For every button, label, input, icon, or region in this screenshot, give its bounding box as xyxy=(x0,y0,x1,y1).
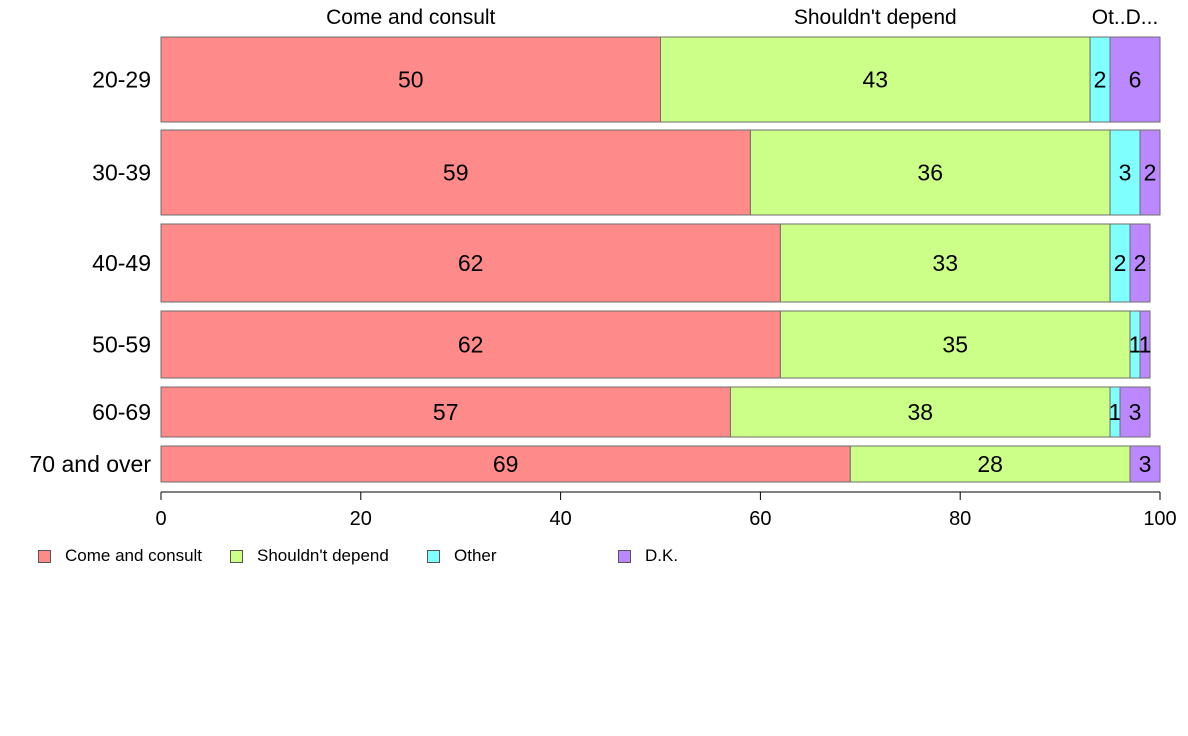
bar-row-70-and-over: 69 28 3 xyxy=(160,445,1161,483)
bar-segment-shouldn-t-depend xyxy=(660,36,1091,123)
bar-segment-come-and-consult xyxy=(160,445,851,483)
data-label: 2 xyxy=(1094,67,1107,93)
data-label: 35 xyxy=(942,332,968,358)
bar-row-20-29: 50 43 2 6 xyxy=(160,36,1161,123)
x-tick-label: 60 xyxy=(749,508,771,530)
bar-row-50-59: 62 35 11 xyxy=(160,310,1152,379)
data-label: 69 xyxy=(493,451,519,477)
bar-row-60-69: 57 38 1 3 xyxy=(160,386,1151,438)
bar-segment-shouldn-t-depend xyxy=(779,223,1111,303)
data-label: 62 xyxy=(458,250,484,276)
x-tick-label: 100 xyxy=(1143,508,1176,530)
legend-label: D.K. xyxy=(645,546,679,565)
category-label: 20-29 xyxy=(92,67,151,93)
bar-segment-d-k xyxy=(1119,386,1151,438)
stacked-bar-chart: Come and consult Shouldn't depend Ot..D...… xyxy=(30,6,1177,530)
x-axis: 0 20 40 60 80 100 xyxy=(155,491,1177,530)
legend-swatch xyxy=(618,549,631,563)
data-label: 43 xyxy=(862,67,888,93)
column-header-ot-d: Ot..D... xyxy=(1092,6,1159,29)
legend-label: Other xyxy=(454,546,497,565)
bar-segment-come-and-consult xyxy=(160,310,781,379)
bar-segment-come-and-consult xyxy=(160,129,751,216)
legend-item-other: Other xyxy=(427,546,497,566)
x-tick-label: 80 xyxy=(949,508,971,530)
data-label: 1 xyxy=(1139,332,1152,358)
category-label: 50-59 xyxy=(92,332,151,358)
column-header-shouldn-t-depend: Shouldn't depend xyxy=(794,6,957,29)
column-header-come-and-consult: Come and consult xyxy=(326,6,495,29)
bar-segment-d-k xyxy=(1139,129,1161,216)
data-label: 33 xyxy=(932,250,958,276)
column-header-labels: Come and consult Shouldn't depend Ot..D... xyxy=(326,6,1158,29)
category-axis-labels: 20-29 30-39 40-49 50-59 60-69 70 and over xyxy=(30,67,152,478)
data-label: 1 xyxy=(1109,399,1122,425)
legend-swatch xyxy=(38,549,51,563)
data-label: 3 xyxy=(1139,451,1152,477)
data-label: 1 xyxy=(1129,332,1142,358)
bar-segment-other xyxy=(1109,129,1141,216)
data-label: 3 xyxy=(1129,399,1142,425)
bar-segment-come-and-consult xyxy=(160,36,661,123)
x-tick-label: 40 xyxy=(549,508,571,530)
x-tick-label: 20 xyxy=(350,508,372,530)
data-label: 36 xyxy=(917,160,943,186)
category-label: 60-69 xyxy=(92,399,151,425)
bar-segment-shouldn-t-depend xyxy=(779,310,1131,379)
bar-segment-come-and-consult xyxy=(160,223,781,303)
category-label: 30-39 xyxy=(92,160,151,186)
data-label: 2 xyxy=(1144,160,1157,186)
data-label: 3 xyxy=(1119,160,1132,186)
data-label: 6 xyxy=(1129,67,1142,93)
data-label: 50 xyxy=(398,67,424,93)
category-label: 40-49 xyxy=(92,250,151,276)
legend-swatch xyxy=(427,549,440,563)
x-tick-label: 0 xyxy=(155,508,166,530)
bar-segment-d-k xyxy=(1139,310,1151,379)
legend-item-shouldnt-depend: Shouldn't depend xyxy=(230,546,389,566)
data-label: 38 xyxy=(907,399,933,425)
data-label: 28 xyxy=(977,451,1003,477)
legend-label: Shouldn't depend xyxy=(257,546,389,565)
data-label: 2 xyxy=(1114,250,1127,276)
legend-item-come-and-consult: Come and consult xyxy=(38,546,202,566)
bar-row-40-49: 62 33 2 2 xyxy=(160,223,1151,303)
data-label: 62 xyxy=(458,332,484,358)
bar-segment-shouldn-t-depend xyxy=(849,445,1131,483)
category-label: 70 and over xyxy=(30,451,152,477)
bar-segment-d-k xyxy=(1129,223,1151,303)
legend-item-dk: D.K. xyxy=(618,546,678,566)
data-label: 59 xyxy=(443,160,469,186)
bar-segment-come-and-consult xyxy=(160,386,731,438)
bar-segment-d-k xyxy=(1129,445,1161,483)
data-label: 57 xyxy=(433,399,459,425)
legend-label: Come and consult xyxy=(65,546,203,565)
bar-row-30-39: 59 36 3 2 xyxy=(160,129,1161,216)
data-label: 2 xyxy=(1134,250,1147,276)
legend-swatch xyxy=(230,549,243,563)
bar-segment-d-k xyxy=(1109,36,1161,123)
bar-segment-shouldn-t-depend xyxy=(749,129,1111,216)
legend: Come and consult Shouldn't depend Other … xyxy=(38,546,1138,568)
